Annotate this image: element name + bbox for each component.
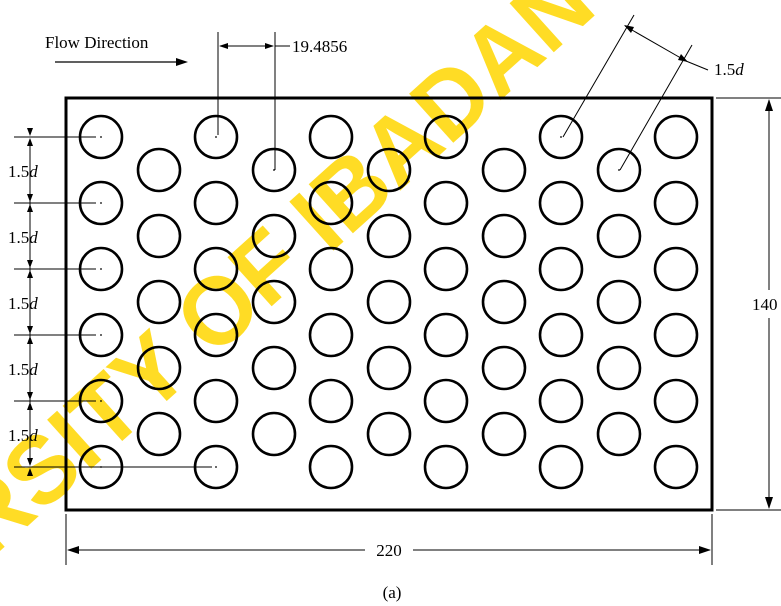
tube-circle <box>481 279 527 325</box>
width-label: 220 <box>376 541 402 560</box>
height-label: 140 <box>752 295 778 314</box>
tube-circle <box>538 246 584 292</box>
tube-circle <box>308 378 354 424</box>
tube-circle <box>136 411 182 457</box>
center-mark <box>100 268 102 270</box>
vertical-pitch-label: 1.5d <box>8 294 38 313</box>
tube-circle <box>366 279 412 325</box>
tube-circle <box>136 213 182 259</box>
vertical-pitch-label: 1.5d <box>8 162 38 181</box>
tube-circle <box>308 312 354 358</box>
tube-circle <box>251 147 297 193</box>
tube-circle <box>366 147 412 193</box>
vertical-pitch-label: 1.5d <box>8 228 38 247</box>
tube-circle <box>538 444 584 490</box>
tube-circle <box>653 444 699 490</box>
center-mark <box>100 400 102 402</box>
tube-circle <box>538 180 584 226</box>
center-mark <box>100 334 102 336</box>
width-dimension <box>65 514 713 565</box>
tube-circle <box>596 411 642 457</box>
tube-circle <box>366 411 412 457</box>
center-mark <box>100 136 102 138</box>
tube-circle <box>366 213 412 259</box>
tube-circle <box>481 345 527 391</box>
center-mark <box>273 169 275 171</box>
tube-circle <box>653 378 699 424</box>
center-mark <box>560 136 562 138</box>
tube-circle <box>481 411 527 457</box>
vertical-pitch-label: 1.5d <box>8 426 38 445</box>
tube-circle <box>193 246 239 292</box>
vertical-pitch-label: 1.5d <box>8 360 38 379</box>
tube-circle <box>136 279 182 325</box>
tube-circle <box>653 312 699 358</box>
tube-circle <box>653 114 699 160</box>
tube-circle <box>423 114 469 160</box>
tube-circle <box>423 444 469 490</box>
tube-circle <box>481 213 527 259</box>
tube-circle <box>653 246 699 292</box>
pitch-dimension <box>217 32 290 170</box>
tube-circle <box>596 279 642 325</box>
tube-circle <box>366 345 412 391</box>
flow-direction-arrow <box>55 58 188 66</box>
tube-circle <box>481 147 527 193</box>
tube-circle <box>308 180 354 226</box>
tube-circle <box>538 378 584 424</box>
tube-circle <box>193 180 239 226</box>
diagonal-pitch-label: 1.5d <box>714 60 744 79</box>
tube-circle <box>251 213 297 259</box>
pitch-label: 19.4856 <box>292 37 347 56</box>
center-mark <box>215 466 217 468</box>
tube-circle <box>423 180 469 226</box>
flow-direction-label: Flow Direction <box>45 33 149 52</box>
tube-circle <box>193 378 239 424</box>
tube-circle <box>136 147 182 193</box>
tube-circle <box>193 114 239 160</box>
tube-circle <box>251 345 297 391</box>
diagonal-pitch-dimension <box>562 14 709 171</box>
tube-circle <box>308 444 354 490</box>
tube-circle <box>251 279 297 325</box>
tube-circle <box>538 312 584 358</box>
tube-circle <box>308 246 354 292</box>
tube-circle <box>308 114 354 160</box>
tube-circle <box>136 345 182 391</box>
tube-circle <box>423 312 469 358</box>
tube-circle <box>596 147 642 193</box>
domain-boundary <box>64 96 714 512</box>
tube-circle <box>251 411 297 457</box>
height-dimension <box>716 97 781 511</box>
tube-circle <box>538 114 584 160</box>
center-mark <box>215 136 217 138</box>
tube-circle <box>653 180 699 226</box>
tube-circle <box>596 213 642 259</box>
tube-circle <box>423 246 469 292</box>
tube-circle <box>193 312 239 358</box>
tube-circle <box>423 378 469 424</box>
center-mark <box>100 202 102 204</box>
vertical-pitch-dimensions: 1.5d 1.5d 1.5d 1.5d 1.5d <box>8 128 212 476</box>
tube-circle <box>596 345 642 391</box>
center-mark <box>618 169 620 171</box>
figure-caption: (a) <box>383 583 402 602</box>
